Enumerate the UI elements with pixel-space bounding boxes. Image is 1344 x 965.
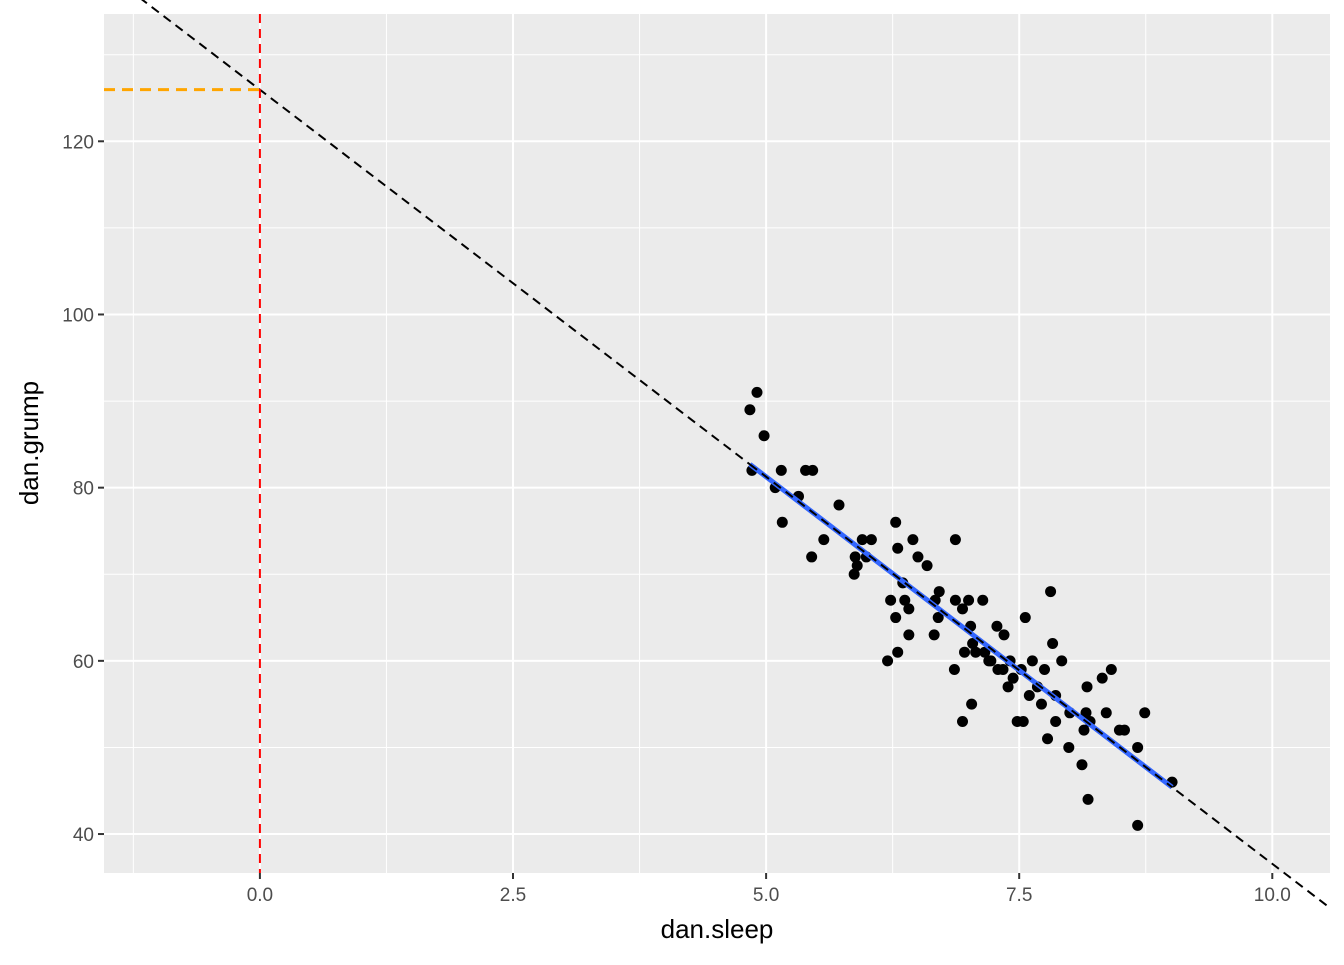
points — [744, 386, 1178, 831]
data-point — [1076, 759, 1088, 771]
data-point — [1078, 724, 1090, 736]
x-tick-label: 10.0 — [1254, 885, 1291, 906]
data-point — [1047, 638, 1059, 650]
data-point — [1080, 707, 1092, 719]
x-tick-label: 0.0 — [247, 885, 273, 906]
data-point — [998, 629, 1010, 641]
data-point — [903, 629, 915, 641]
data-point — [1039, 664, 1051, 676]
data-point — [1105, 664, 1117, 676]
data-point — [921, 560, 933, 572]
data-point — [967, 638, 979, 650]
data-point — [890, 612, 902, 624]
data-point — [957, 715, 969, 727]
data-point — [1132, 819, 1144, 831]
fit-lines — [748, 462, 1174, 790]
data-point — [1026, 655, 1038, 667]
data-point — [959, 646, 971, 658]
data-point — [932, 612, 944, 624]
data-point — [807, 464, 819, 476]
data-point — [890, 516, 902, 528]
data-point — [1139, 707, 1151, 719]
data-point — [882, 655, 894, 667]
data-point — [1132, 741, 1144, 753]
data-point — [1081, 681, 1093, 693]
data-point — [957, 603, 969, 615]
y-tick-label: 60 — [73, 652, 94, 673]
reference-lines — [104, 0, 1331, 909]
regression-line — [140, 0, 1331, 909]
data-point — [1042, 733, 1054, 745]
data-point — [997, 664, 1009, 676]
x-tick-label: 5.0 — [753, 885, 779, 906]
data-point — [806, 551, 818, 563]
data-point — [949, 594, 961, 606]
data-point — [907, 534, 919, 546]
data-point — [818, 534, 830, 546]
data-point — [948, 664, 960, 676]
data-point — [751, 386, 763, 398]
data-point — [856, 534, 868, 546]
data-point — [1100, 707, 1112, 719]
data-point — [892, 542, 904, 554]
data-point — [849, 551, 861, 563]
data-point — [912, 551, 924, 563]
x-tick-label: 2.5 — [500, 885, 526, 906]
y-tick-label: 80 — [73, 479, 94, 500]
y-tick-label: 40 — [73, 825, 94, 846]
data-point — [1082, 793, 1094, 805]
data-point — [928, 629, 940, 641]
data-point — [885, 594, 897, 606]
data-point — [979, 646, 991, 658]
y-axis-label: dan.grump — [14, 381, 44, 505]
axis-ticks: 0.0 2.5 5.0 7.5 10.0 40 60 80 100 120 — [62, 132, 1290, 906]
x-axis-label: dan.sleep — [661, 914, 774, 944]
data-point — [892, 646, 904, 658]
data-point — [1002, 681, 1014, 693]
data-point — [949, 534, 961, 546]
data-point — [775, 464, 787, 476]
data-point — [833, 499, 845, 511]
data-point — [1045, 586, 1057, 598]
data-point — [899, 594, 911, 606]
regression-line-overlay — [749, 463, 1173, 788]
data-point — [1096, 672, 1108, 684]
data-point — [966, 698, 978, 710]
data-point — [970, 646, 982, 658]
data-point — [776, 516, 788, 528]
data-point — [865, 534, 877, 546]
data-point — [903, 603, 915, 615]
data-point — [1019, 612, 1031, 624]
data-point — [963, 594, 975, 606]
data-point — [1118, 724, 1130, 736]
data-point — [1056, 655, 1068, 667]
x-tick-label: 7.5 — [1006, 885, 1032, 906]
data-point — [1050, 715, 1062, 727]
data-point — [1023, 689, 1035, 701]
data-point — [991, 620, 1003, 632]
data-point — [744, 404, 756, 416]
y-tick-label: 120 — [62, 132, 94, 153]
data-point — [985, 655, 997, 667]
data-point — [933, 586, 945, 598]
data-point — [1007, 672, 1019, 684]
data-point — [851, 560, 863, 572]
data-point — [1017, 715, 1029, 727]
grid — [104, 14, 1330, 873]
data-point — [1063, 741, 1075, 753]
data-point — [758, 430, 770, 442]
y-tick-label: 100 — [62, 305, 94, 326]
data-point — [977, 594, 989, 606]
data-point — [848, 568, 860, 580]
data-point — [1035, 698, 1047, 710]
